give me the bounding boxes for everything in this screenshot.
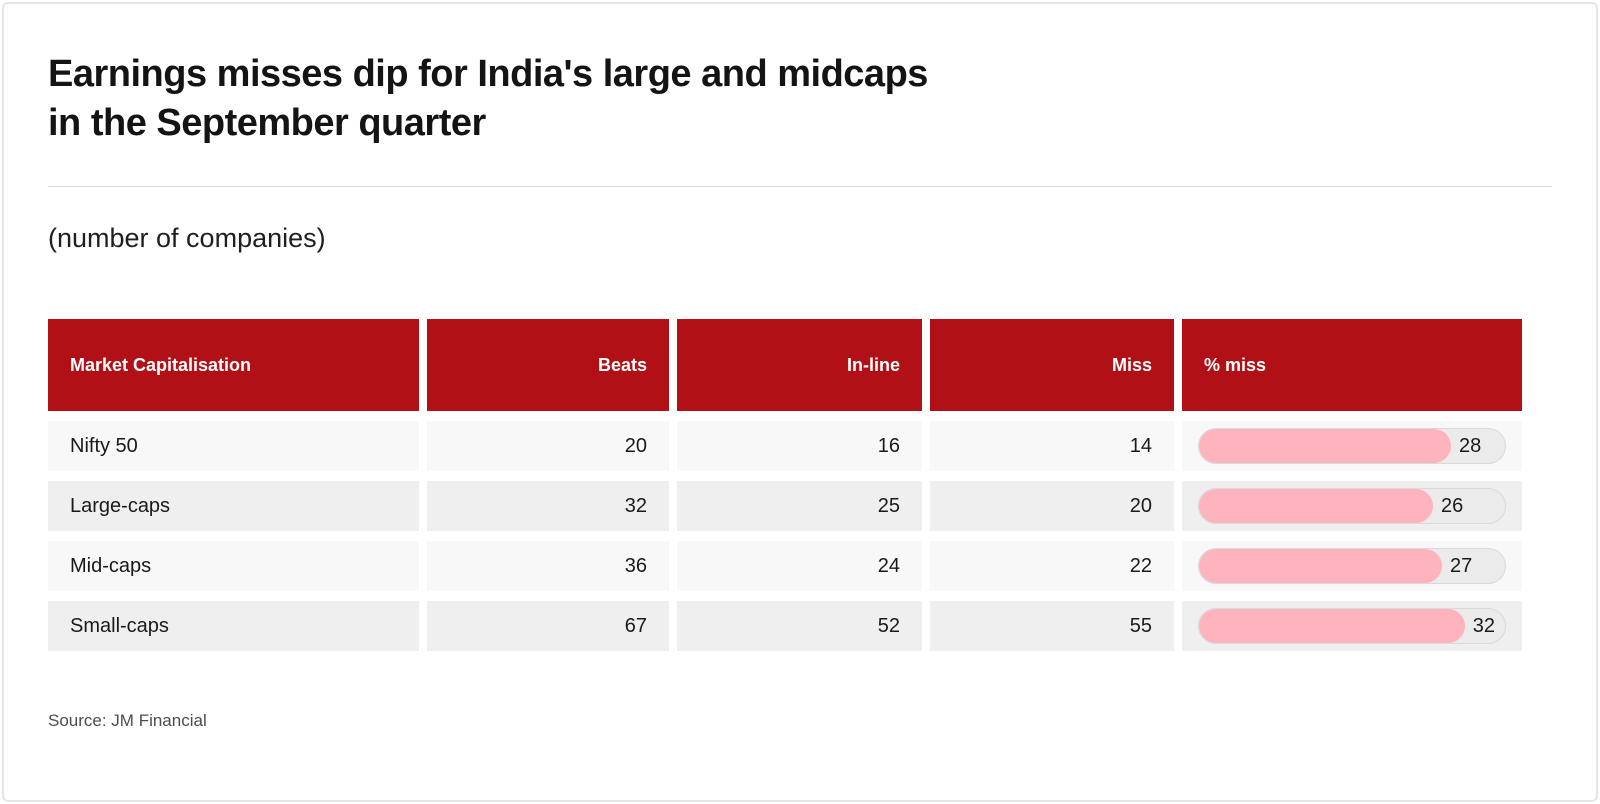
column-header-pct-miss: % miss [1182, 319, 1522, 411]
pct-miss-cell: 26 [1182, 481, 1522, 531]
earnings-table: Market Capitalisation Beats In-line Miss… [48, 319, 1522, 651]
pct-miss-bar-fill [1199, 489, 1433, 523]
pct-miss-value: 32 [1472, 614, 1495, 637]
miss-value: 22 [930, 541, 1174, 591]
pct-miss-bar-fill [1199, 549, 1442, 583]
column-header-market-capitalisation: Market Capitalisation [48, 319, 419, 411]
in-line-value: 16 [677, 421, 922, 471]
miss-value: 14 [930, 421, 1174, 471]
pct-miss-cell: 28 [1182, 421, 1522, 471]
column-header-beats: Beats [427, 319, 669, 411]
pct-miss-cell: 27 [1182, 541, 1522, 591]
in-line-value: 24 [677, 541, 922, 591]
beats-value: 32 [427, 481, 669, 531]
in-line-value: 25 [677, 481, 922, 531]
beats-value: 36 [427, 541, 669, 591]
column-header-in-line: In-line [677, 319, 922, 411]
row-label: Mid-caps [48, 541, 419, 591]
miss-value: 20 [930, 481, 1174, 531]
pct-miss-value: 27 [1450, 554, 1473, 577]
chart-title: Earnings misses dip for India's large an… [48, 50, 1552, 148]
pct-miss-bar-fill [1199, 609, 1465, 643]
column-header-miss: Miss [930, 319, 1174, 411]
row-label: Small-caps [48, 601, 419, 651]
pct-miss-cell: 32 [1182, 601, 1522, 651]
row-label: Large-caps [48, 481, 419, 531]
pct-miss-bar-track: 32 [1198, 608, 1506, 644]
card-content: Earnings misses dip for India's large an… [4, 50, 1596, 731]
source-note: Source: JM Financial [48, 711, 207, 730]
in-line-value: 52 [677, 601, 922, 651]
miss-value: 55 [930, 601, 1174, 651]
pct-miss-value: 28 [1459, 434, 1482, 457]
pct-miss-bar-track: 28 [1198, 428, 1506, 464]
pct-miss-bar-fill [1199, 429, 1451, 463]
title-divider [48, 186, 1552, 187]
beats-value: 67 [427, 601, 669, 651]
pct-miss-bar-track: 27 [1198, 548, 1506, 584]
chart-title-line-1: Earnings misses dip for India's large an… [48, 53, 928, 95]
beats-value: 20 [427, 421, 669, 471]
chart-title-line-2: in the September quarter [48, 102, 486, 144]
pct-miss-bar-track: 26 [1198, 488, 1506, 524]
row-label: Nifty 50 [48, 421, 419, 471]
chart-subtitle: (number of companies) [48, 223, 326, 253]
pct-miss-value: 26 [1441, 494, 1464, 517]
